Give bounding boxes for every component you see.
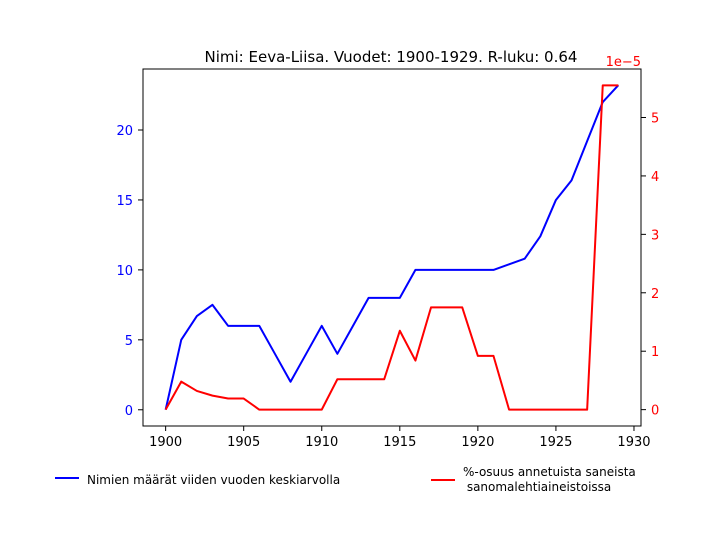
right-tick-label: 5: [651, 111, 659, 126]
series-layer: [164, 84, 620, 411]
x-tick-label: 1905: [227, 435, 260, 450]
right-tick-label: 1: [651, 345, 659, 360]
x-tick-label: 1900: [149, 435, 182, 450]
left-tick-label: 0: [125, 404, 133, 419]
left-y-axis: 0 5 10 15 20: [116, 124, 143, 419]
x-tick-label: 1930: [617, 435, 650, 450]
legend-label-line: %-osuus annetuista saneista: [463, 465, 636, 479]
right-y-axis: 0 1 2 3 4 5: [641, 111, 659, 419]
left-tick-label: 5: [125, 334, 133, 349]
legend-label-series-1: Nimien määrät viiden vuoden keskiarvolla: [87, 473, 340, 487]
legend-label-series-2: %-osuus annetuista saneista sanomalehtia…: [463, 465, 636, 494]
legend: Nimien määrät viiden vuoden keskiarvolla…: [55, 465, 636, 494]
series-line-2: [164, 84, 619, 411]
chart-title: Nimi: Eeva-Liisa. Vuodet: 1900-1929. R-l…: [205, 48, 578, 66]
right-axis-offset-label: 1e−5: [606, 55, 641, 70]
right-tick-label: 0: [651, 404, 659, 419]
legend-label-line: sanomalehtiaineistoissa: [463, 480, 611, 494]
x-tick-label: 1910: [305, 435, 338, 450]
x-tick-label: 1925: [539, 435, 572, 450]
right-tick-label: 3: [651, 228, 659, 243]
left-tick-label: 10: [116, 264, 133, 279]
plot-frame: [142, 68, 642, 427]
right-tick-label: 2: [651, 287, 659, 302]
left-tick-label: 20: [116, 124, 133, 139]
series-line-1: [164, 84, 620, 410]
x-tick-label: 1920: [461, 435, 494, 450]
right-tick-label: 4: [651, 170, 659, 185]
left-tick-label: 15: [116, 194, 133, 209]
x-axis: 1900 1905 1910 1915 1920 1925 1930: [149, 426, 651, 450]
x-tick-label: 1915: [383, 435, 416, 450]
